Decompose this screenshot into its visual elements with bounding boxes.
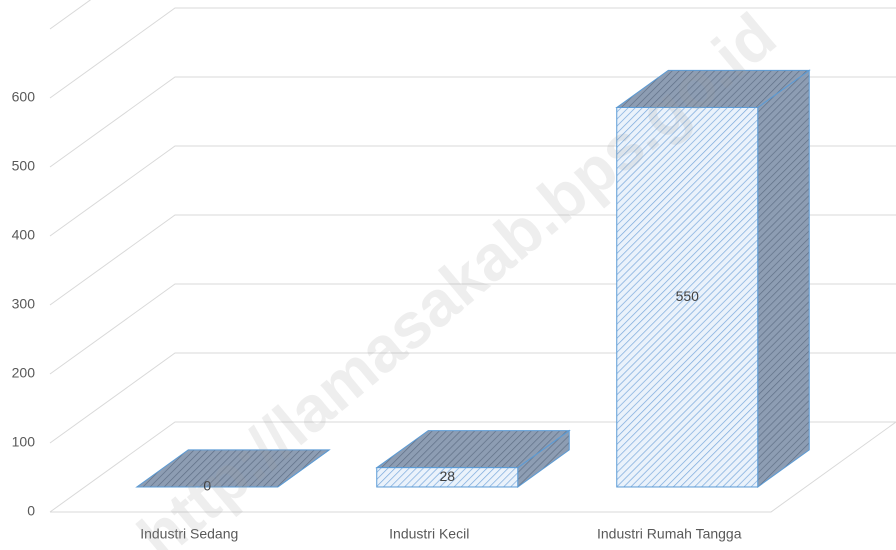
x-tick-label: Industri Rumah Tangga (597, 526, 742, 542)
grid-line (49, 0, 92, 30)
value-label: 550 (676, 288, 700, 304)
y-tick-label: 400 (12, 227, 36, 243)
bars: 0 Industri Sedang 28 Industri Kecil 550 Indus… (135, 69, 811, 542)
y-tick-label: 200 (12, 365, 36, 381)
bar-front (376, 467, 519, 488)
bar (135, 449, 331, 488)
grid-line (49, 76, 896, 168)
floor-edge (50, 421, 896, 513)
y-tick-label: 100 (12, 434, 36, 450)
bar-top (135, 449, 331, 488)
y-tick-label: 300 (12, 296, 36, 312)
bar-side (757, 69, 810, 488)
value-label: 28 (439, 468, 455, 484)
y-tick-label: 0 (27, 503, 35, 519)
y-tick-label: 500 (12, 158, 36, 174)
bar (375, 429, 571, 488)
bar-front (616, 106, 759, 488)
grid: 0 100 200 300 400 500 600 (12, 0, 896, 519)
x-tick-label: Industri Kecil (389, 526, 469, 542)
grid-line (49, 7, 896, 99)
y-tick-label: 600 (12, 89, 36, 105)
value-label: 0 (203, 478, 211, 494)
bar (615, 69, 811, 488)
x-tick-label: Industri Sedang (140, 526, 238, 542)
